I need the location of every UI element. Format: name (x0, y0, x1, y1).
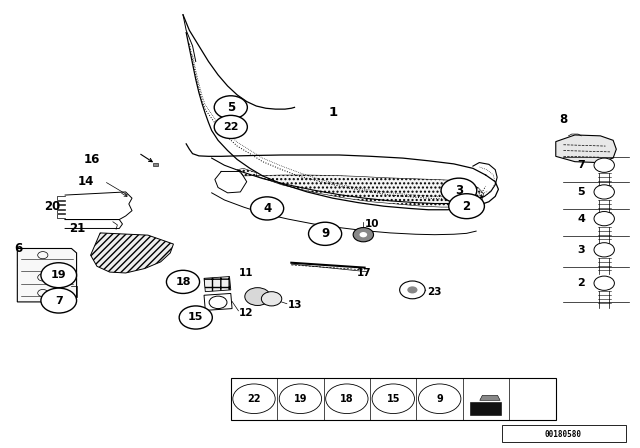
Text: 15: 15 (387, 394, 400, 404)
Circle shape (353, 228, 374, 242)
Polygon shape (204, 293, 232, 310)
Polygon shape (480, 396, 500, 401)
Circle shape (41, 263, 77, 288)
Text: 19: 19 (51, 270, 67, 280)
Bar (231, 378, 556, 420)
Circle shape (233, 384, 275, 414)
Text: 15: 15 (188, 313, 204, 323)
Text: 12: 12 (239, 308, 253, 318)
Circle shape (360, 232, 367, 237)
Text: 3: 3 (455, 184, 463, 197)
Text: 22: 22 (247, 394, 260, 404)
Text: 7: 7 (577, 160, 585, 170)
Text: 18: 18 (175, 277, 191, 287)
Text: 9: 9 (321, 227, 329, 240)
Text: 10: 10 (365, 219, 379, 229)
Text: 3: 3 (577, 245, 585, 255)
Circle shape (279, 384, 322, 414)
Polygon shape (17, 249, 77, 302)
Text: 18: 18 (340, 394, 354, 404)
Text: 9: 9 (436, 394, 443, 404)
Circle shape (372, 384, 415, 414)
Text: 17: 17 (356, 268, 371, 278)
Polygon shape (204, 276, 231, 292)
Text: 8: 8 (559, 113, 568, 126)
Circle shape (594, 185, 614, 199)
Circle shape (214, 116, 247, 138)
Bar (470, 402, 500, 415)
Polygon shape (91, 233, 173, 273)
Text: 2: 2 (577, 278, 585, 288)
Circle shape (441, 178, 477, 203)
Circle shape (594, 158, 614, 172)
Text: 00180580: 00180580 (545, 430, 582, 439)
Text: 11: 11 (239, 268, 253, 278)
Circle shape (179, 306, 212, 329)
Text: 6: 6 (14, 242, 22, 255)
Circle shape (594, 211, 614, 226)
Circle shape (308, 222, 342, 246)
Circle shape (326, 384, 368, 414)
Text: 5: 5 (227, 101, 235, 114)
Text: 4: 4 (577, 214, 585, 224)
Text: 13: 13 (288, 300, 303, 310)
Bar (502, 425, 626, 442)
Circle shape (166, 270, 200, 293)
Circle shape (594, 243, 614, 257)
Text: 23: 23 (427, 287, 442, 297)
Circle shape (245, 288, 270, 306)
Circle shape (261, 292, 282, 306)
Circle shape (41, 288, 77, 313)
Polygon shape (556, 135, 616, 163)
Text: 20: 20 (44, 200, 60, 213)
Text: 1: 1 (328, 106, 337, 119)
Text: 22: 22 (223, 122, 239, 132)
Polygon shape (237, 168, 484, 207)
Text: 2: 2 (463, 200, 470, 213)
Bar (153, 164, 158, 166)
Text: 4: 4 (263, 202, 271, 215)
Circle shape (419, 384, 461, 414)
Circle shape (594, 276, 614, 290)
Circle shape (449, 194, 484, 219)
Text: 7: 7 (55, 296, 63, 306)
Circle shape (407, 286, 417, 293)
Circle shape (214, 96, 247, 119)
Text: 5: 5 (577, 187, 585, 197)
Text: 21: 21 (69, 222, 86, 235)
Text: 14: 14 (77, 175, 94, 188)
Text: 19: 19 (294, 394, 307, 404)
Circle shape (250, 197, 284, 220)
Text: 16: 16 (84, 153, 100, 166)
Circle shape (399, 281, 425, 299)
